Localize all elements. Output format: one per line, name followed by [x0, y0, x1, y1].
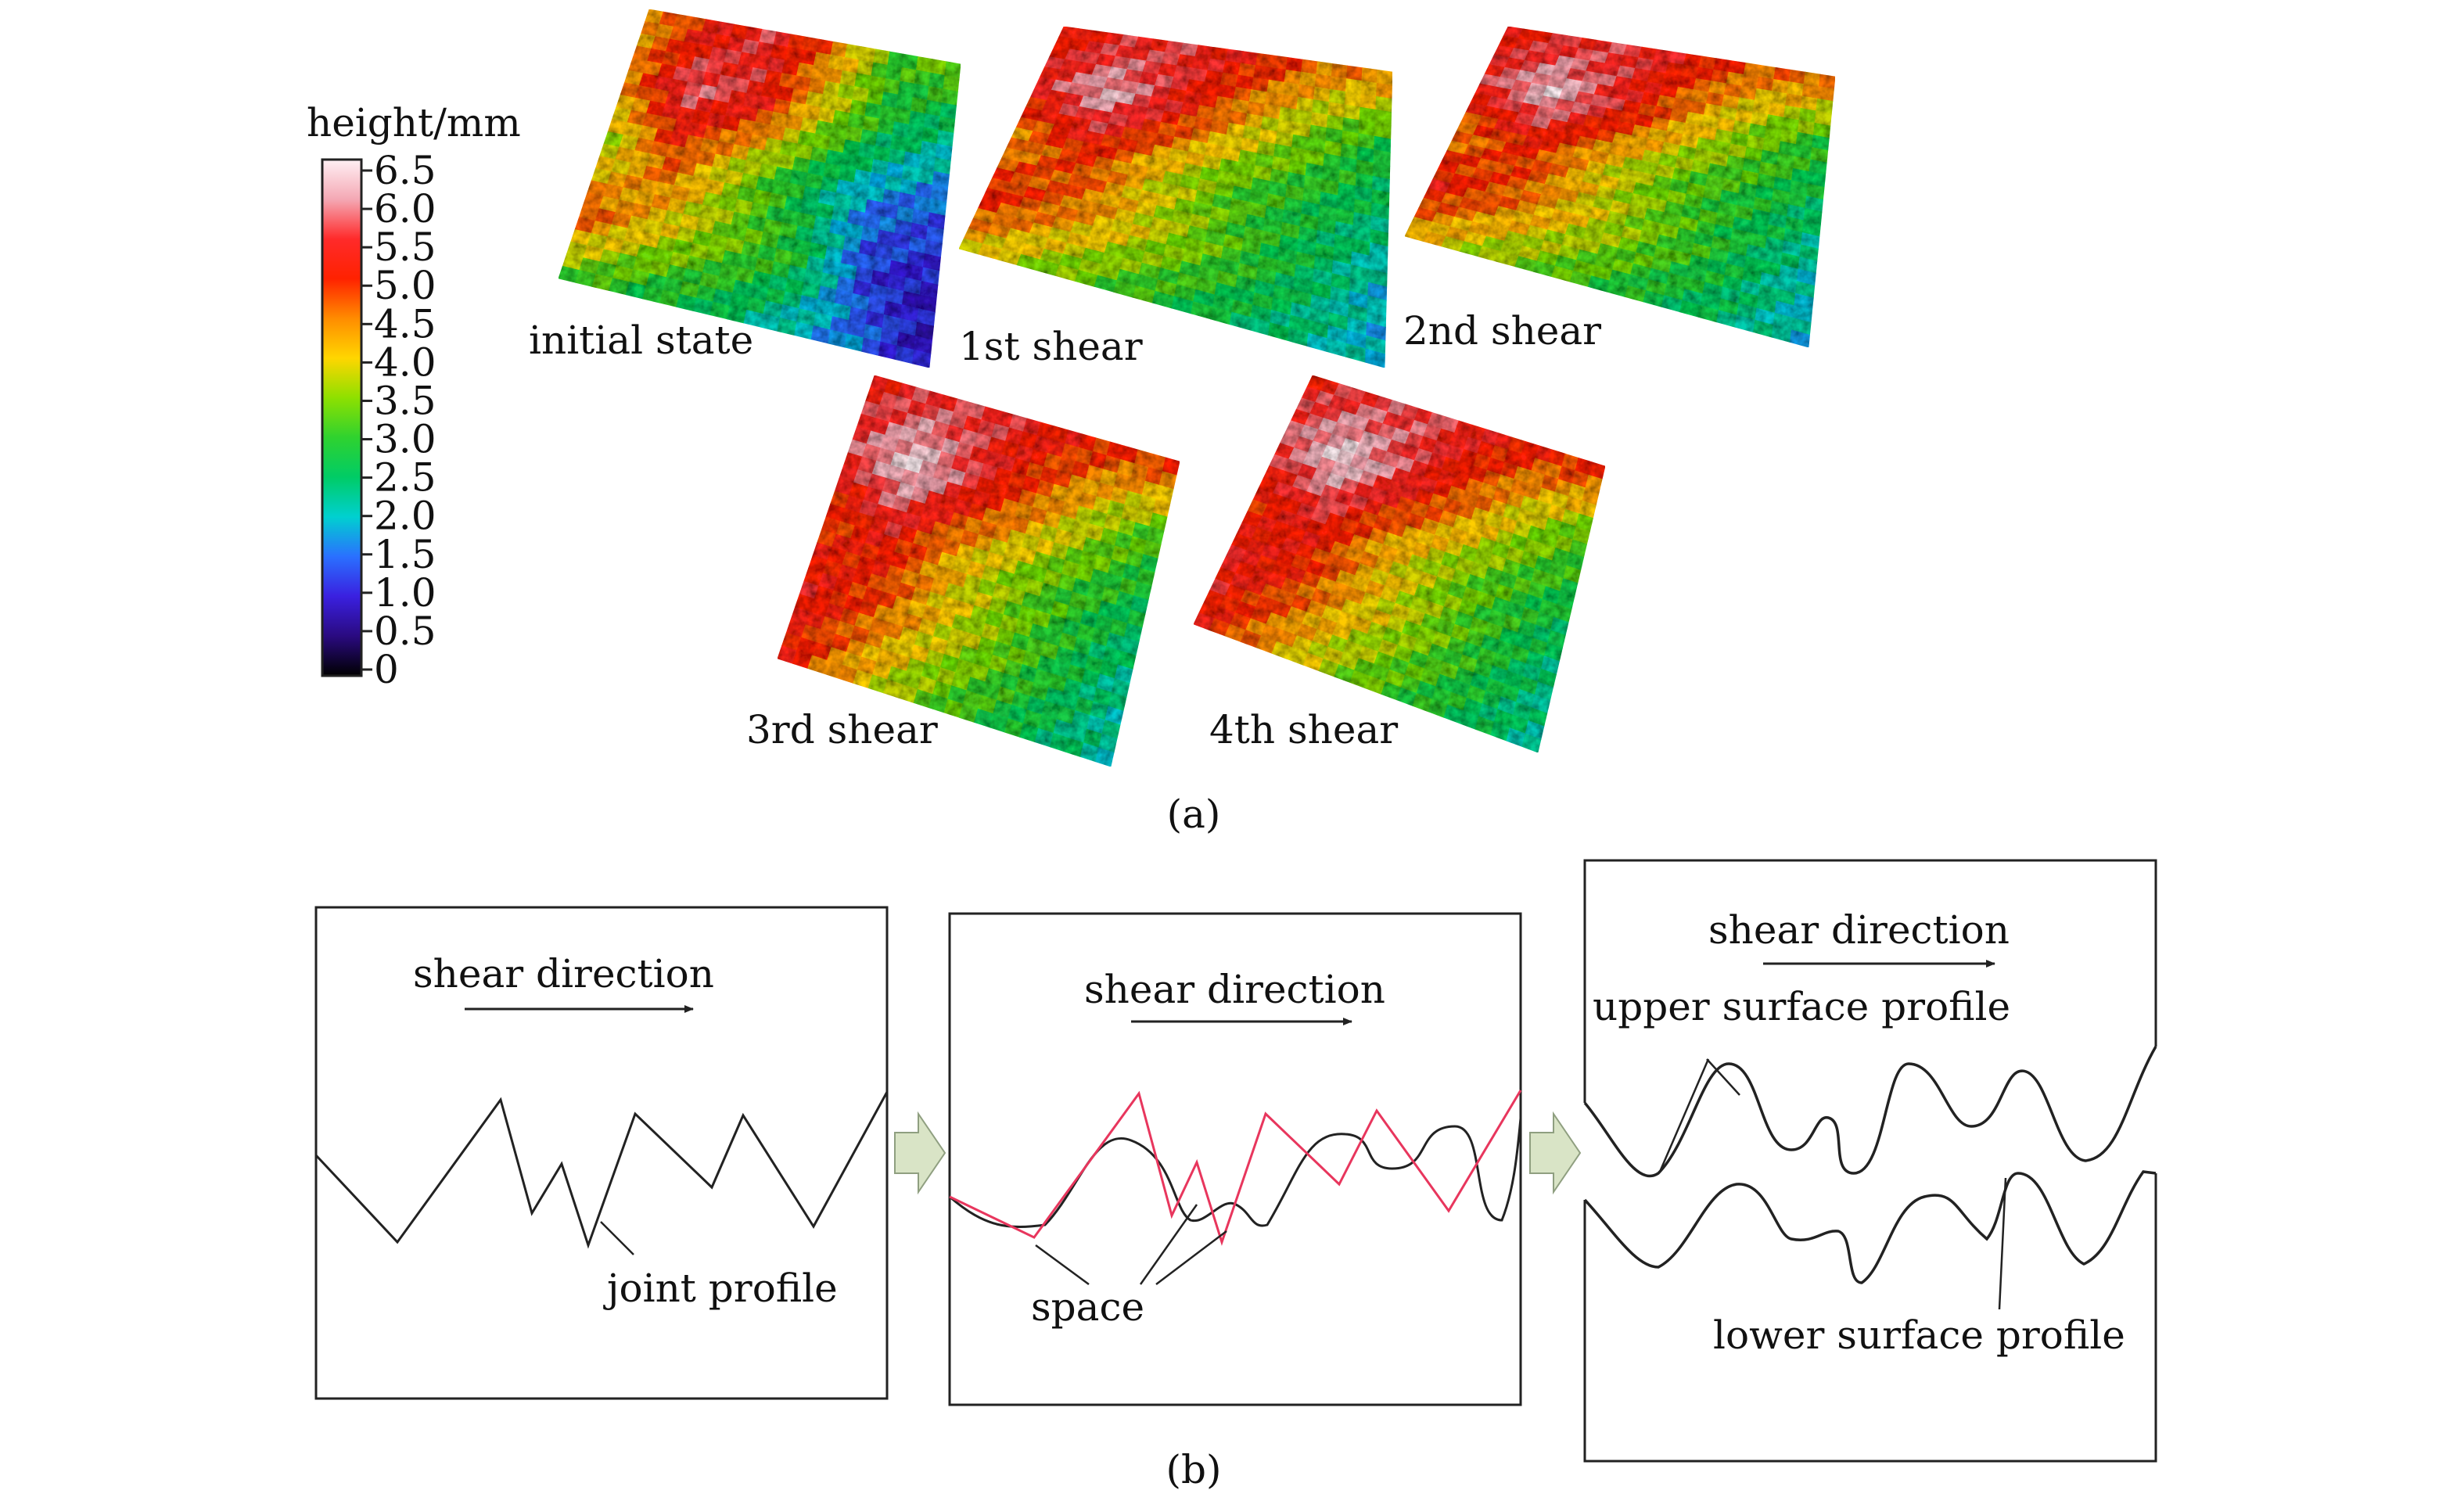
colorbar-tick-label: 5.5 [374, 224, 436, 270]
panel-b: shear direction joint profile shear dire… [314, 859, 2157, 1492]
colorbar: height/mm 6.56.05.55.04.54.03.53.02.52.0… [307, 100, 521, 692]
box-3-shear-direction-label: shear direction [1708, 907, 2010, 953]
space-label: space [1031, 1284, 1144, 1330]
lower-surface-profile-label: lower surface profile [1713, 1312, 2125, 1358]
surface-cell [1095, 747, 1115, 767]
colorbar-tick-label: 3.0 [374, 417, 436, 462]
schematic-box-2: shear direction space [948, 912, 1522, 1406]
colorbar-tick-label: 2.5 [374, 455, 436, 501]
surface-map-1 [558, 9, 961, 368]
surface-maps [558, 9, 1836, 767]
surface-cell [1364, 348, 1385, 368]
surface-cell [1346, 65, 1363, 81]
colorbar-tick-label: 0.5 [374, 609, 436, 654]
lower-surface-profile-line [1583, 1170, 2157, 1284]
colorbar-tick-label: 2.0 [374, 494, 436, 539]
colorbar-gradient [321, 158, 363, 677]
panel-a: height/mm 6.56.05.55.04.54.03.53.02.52.0… [307, 9, 1836, 837]
surface-cell [1521, 733, 1542, 753]
surface-cell [1316, 61, 1334, 77]
box-1-shear-direction-label: shear direction [413, 951, 714, 996]
surface-map-3 [1404, 26, 1836, 348]
colorbar-tick-label: 4.5 [374, 301, 436, 347]
upper-surface-profile-line [1583, 1046, 2157, 1178]
colorbar-tick-label: 1.0 [374, 570, 436, 616]
box-2-frame [948, 912, 1522, 1406]
step-arrow-1 [894, 1111, 946, 1195]
space-leader-3 [1155, 1230, 1227, 1285]
surface-map-2 [958, 26, 1393, 368]
colorbar-title: height/mm [307, 100, 521, 145]
surface-label-3: 2nd shear [1403, 308, 1601, 354]
surface-cell [1376, 69, 1393, 86]
original-profile-line-red [949, 1090, 1522, 1246]
upper-surface-profile-label: upper surface profile [1593, 984, 2010, 1029]
surface-label-4: 3rd shear [746, 707, 938, 752]
upper-profile-leader-1 [1658, 1058, 1710, 1172]
surface-cell [944, 61, 961, 79]
colorbar-tick-label: 0 [374, 647, 399, 692]
surface-label-1: initial state [529, 318, 753, 363]
surface-cell [1790, 329, 1810, 348]
surface-labels: initial state 1st shear 2nd shear 3rd shear… [529, 308, 1601, 752]
schematic-box-1: shear direction joint profile [314, 906, 889, 1400]
surface-map-5 [1193, 375, 1606, 753]
surface-cell [1331, 63, 1349, 80]
colorbar-tick-label: 4.0 [374, 339, 436, 385]
upper-profile-leader-2 [1706, 1058, 1740, 1096]
surface-map-4 [777, 375, 1180, 767]
surface-cell [1301, 59, 1318, 75]
lower-profile-leader [1998, 1177, 2007, 1310]
surface-cell [1361, 67, 1378, 84]
surface-cell [1345, 78, 1363, 95]
colorbar-ticks: 6.56.05.55.04.54.03.53.02.52.01.51.00.50 [361, 148, 436, 692]
space-leader-1 [1035, 1244, 1090, 1286]
box-3-lower-frame [1583, 1173, 2157, 1463]
space-leader-2 [1139, 1204, 1198, 1285]
surface-cell [1360, 81, 1377, 97]
box-3-upper-frame [1583, 859, 2157, 1103]
surface-label-5: 4th shear [1209, 707, 1398, 752]
colorbar-tick-label: 1.5 [374, 532, 436, 577]
colorbar-tick-label: 3.5 [374, 378, 436, 423]
surface-label-2: 1st shear [959, 324, 1143, 369]
step-arrow-2 [1529, 1111, 1582, 1195]
box-1-frame [314, 906, 889, 1400]
joint-profile-line [314, 1091, 889, 1249]
surface-cell [912, 349, 932, 368]
box-2-shear-direction-label: shear direction [1084, 967, 1385, 1012]
schematic-box-3: shear direction upper surface profile lo… [1583, 859, 2157, 1463]
surface-cell [1285, 57, 1303, 73]
caption-a: (a) [1167, 792, 1221, 837]
joint-profile-label: joint profile [603, 1266, 838, 1311]
colorbar-tick-label: 5.0 [374, 263, 436, 308]
joint-profile-leader [600, 1221, 634, 1255]
worn-profile-line [949, 1118, 1522, 1229]
colorbar-tick-label: 6.5 [374, 148, 436, 193]
colorbar-tick-label: 6.0 [374, 186, 436, 232]
caption-b: (b) [1166, 1447, 1221, 1492]
